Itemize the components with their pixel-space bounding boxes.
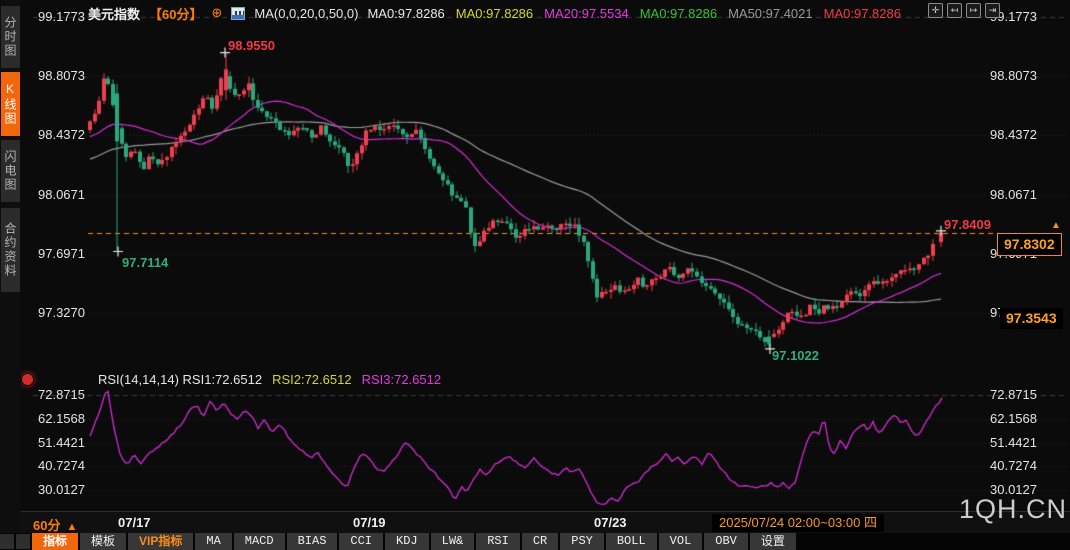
session-low-label: 97.1022 <box>772 348 819 363</box>
add-circle-icon[interactable]: ⊕ <box>211 5 223 20</box>
site-watermark: 1QH.CN <box>958 494 1067 524</box>
price-arrow-marker: ▲ <box>1051 220 1061 231</box>
rsi2-value: RSI2:72.6512 <box>272 371 352 387</box>
toolbar-button-BIAS[interactable]: BIAS <box>286 533 338 550</box>
range-right-icon[interactable]: ↦ <box>966 3 981 18</box>
price-axis-left-3: 98.0671 <box>38 186 85 202</box>
period-label[interactable]: 【60分】 <box>149 6 203 22</box>
toolbar-corner-button-1[interactable] <box>0 534 14 549</box>
price-axis-left-5: 97.3270 <box>38 305 85 320</box>
status-row: 60分 ▲ 07/17 07/19 07/23 2025/07/24 02:00~03… <box>0 494 1070 534</box>
exit-right-icon[interactable]: ⇥ <box>985 3 1000 18</box>
toolbar-button-CCI[interactable]: CCI <box>339 533 384 550</box>
toolbar-button-RSI[interactable]: RSI <box>476 533 520 550</box>
price-axis-right-3: 98.0671 <box>990 186 1037 202</box>
toolbar-button-BOLL[interactable]: BOLL <box>605 533 657 550</box>
rsi-header: RSI(14,14,14) RSI1:72.6512 RSI2:72.6512 … <box>22 371 441 387</box>
ma-price-box: 97.3543 <box>1000 308 1063 329</box>
x-axis-label-07/19: 07/19 <box>353 515 386 530</box>
last-bar-high-label: 97.8409 <box>944 217 991 232</box>
rsi-axis-left-1: 62.1568 <box>38 410 85 426</box>
indicator-settings-icon[interactable] <box>22 373 33 385</box>
ma-value-5: MA50:97.4021 <box>728 5 813 21</box>
rsi-axis-right-1: 62.1568 <box>990 410 1037 426</box>
toolbar-button-模板[interactable]: 模板 <box>80 533 127 550</box>
rsi-axis-right-2: 51.4421 <box>990 434 1037 450</box>
toolbar-button-OBV[interactable]: OBV <box>704 533 748 550</box>
sidebar-tab-1[interactable]: 分时图 <box>1 6 20 68</box>
toolbar-button-VOL[interactable]: VOL <box>658 533 703 550</box>
chart-type-sidebar: 分时图 K线图闪电图合约资料 <box>0 0 21 550</box>
price-axis-left-0: 99.1773 <box>38 9 85 24</box>
wick-low-label: 97.7114 <box>122 255 169 270</box>
rsi-axis-right-3: 40.7274 <box>990 458 1037 474</box>
toolbar-button-PSY[interactable]: PSY <box>560 533 604 550</box>
rsi-axis-left-2: 51.4421 <box>38 434 85 450</box>
current-price-box: 97.8302 <box>997 233 1062 256</box>
price-axis-right-2: 98.4372 <box>990 127 1037 143</box>
price-axis-right-1: 98.8073 <box>990 68 1037 84</box>
price-axis-left-2: 98.4372 <box>38 127 85 143</box>
symbol-name: 美元指数 <box>88 6 141 22</box>
price-axis-left-1: 98.8073 <box>38 68 85 84</box>
hover-bar-datetime: 2025/07/24 02:00~03:00 四 <box>712 514 884 532</box>
toolbar-button-MACD[interactable]: MACD <box>233 533 285 550</box>
session-high-label: 98.9550 <box>228 38 275 53</box>
range-left-icon[interactable]: ↤ <box>947 3 962 18</box>
toolbar-button-设置[interactable]: 设置 <box>749 533 796 550</box>
rsi3-value: RSI3:72.6512 <box>361 371 442 387</box>
rsi-axis-left-0: 72.8715 <box>38 387 85 402</box>
toolbar-button-指标[interactable]: 指标 <box>32 533 79 550</box>
ma-values: MA0:97.8286 MA0:97.8286 MA20:97.5534 MA0:97… <box>367 6 901 21</box>
timeframe-selector[interactable]: 60分 ▲ <box>33 515 77 534</box>
toolbar-button-LW&[interactable]: LW& <box>430 533 475 550</box>
rsi1-value: RSI(14,14,14) RSI1:72.6512 <box>98 371 263 387</box>
sidebar-tab-3[interactable]: 闪电图 <box>1 140 20 202</box>
chart-tool-buttons: ✛ ↤ ↦ ⇥ <box>928 3 1000 18</box>
sidebar-tab-2[interactable]: K线图 <box>1 72 20 136</box>
rsi-axis-left-4: 30.0127 <box>38 482 85 497</box>
rsi-axis-left-3: 40.7274 <box>38 458 85 474</box>
ma-chart-icon[interactable] <box>231 6 246 20</box>
chart-header: 美元指数 【60分】 ⊕ MA(0,0,20,0,50,0) MA0:97.82… <box>88 3 901 23</box>
rsi-axis-right-4: 30.0127 <box>990 482 1037 497</box>
timeframe-label: 60分 <box>33 518 61 533</box>
rsi-axis-right-0: 72.8715 <box>990 387 1037 402</box>
x-axis-label-07/17: 07/17 <box>118 515 151 530</box>
price-axis-right-0: 99.1773 <box>990 9 1037 24</box>
toolbar-corner-button-2[interactable] <box>16 534 30 549</box>
ma-value-6: MA0:97.8286 <box>823 5 901 21</box>
ma-value-2: MA0:97.8286 <box>455 5 534 21</box>
ma-value-4: MA0:97.8286 <box>639 5 718 21</box>
toolbar-button-MA[interactable]: MA <box>195 533 232 550</box>
sidebar-tab-4[interactable]: 合约资料 <box>1 208 20 292</box>
toolbar-button-CR[interactable]: CR <box>521 533 559 550</box>
ma-value-1: MA0:97.8286 <box>367 5 445 21</box>
toolbar-button-VIP指标[interactable]: VIP指标 <box>128 533 194 550</box>
ma-value-3: MA20:97.5534 <box>544 5 629 21</box>
x-axis-label-07/23: 07/23 <box>594 515 627 530</box>
toolbar-button-KDJ[interactable]: KDJ <box>385 533 429 550</box>
timeframe-arrow-icon: ▲ <box>66 521 78 533</box>
crosshair-icon[interactable]: ✛ <box>928 3 943 18</box>
ma-settings-label: MA(0,0,20,0,50,0) <box>254 5 359 21</box>
indicator-toolbar: 指标 模板 VIP指标 MA MACD BIAS CCI KDJ LW& RSI CR PSY BOLL… <box>0 533 1070 550</box>
price-axis-left-4: 97.6971 <box>38 245 85 261</box>
